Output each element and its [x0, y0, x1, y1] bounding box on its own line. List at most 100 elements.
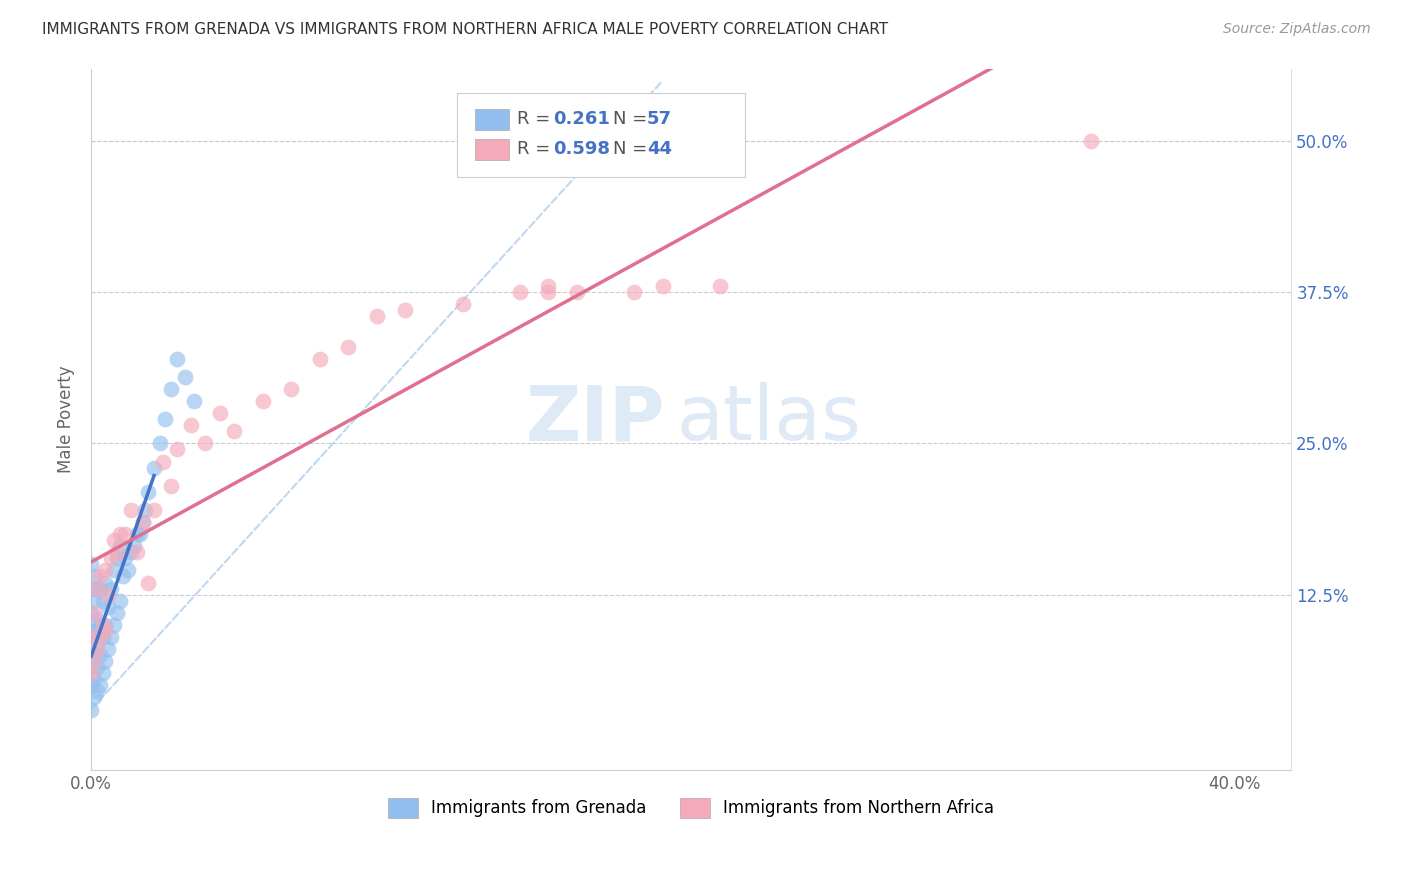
- Point: [166, 442, 188, 457]
- Point: [120, 545, 142, 559]
- Text: 44: 44: [647, 140, 672, 158]
- Point: [97, 642, 120, 657]
- Point: [89, 648, 111, 662]
- Point: [114, 527, 136, 541]
- Point: [136, 484, 159, 499]
- Point: [103, 564, 125, 578]
- Point: [100, 582, 122, 596]
- Point: [1080, 134, 1102, 148]
- Point: [208, 406, 231, 420]
- Point: [120, 503, 142, 517]
- Point: [83, 648, 105, 662]
- Point: [103, 533, 125, 548]
- Point: [125, 527, 148, 541]
- Text: R =: R =: [517, 140, 557, 158]
- Point: [105, 551, 128, 566]
- Point: [136, 575, 159, 590]
- Y-axis label: Male Poverty: Male Poverty: [58, 366, 75, 473]
- Point: [86, 582, 108, 596]
- Point: [86, 636, 108, 650]
- Point: [709, 279, 731, 293]
- Point: [117, 564, 139, 578]
- Point: [149, 436, 172, 450]
- Point: [122, 539, 145, 553]
- Text: R =: R =: [517, 110, 557, 128]
- Point: [89, 630, 111, 644]
- Point: [509, 285, 531, 300]
- Point: [105, 545, 128, 559]
- Point: [160, 382, 183, 396]
- Point: [89, 618, 111, 632]
- Point: [194, 436, 217, 450]
- Point: [100, 630, 122, 644]
- Point: [91, 593, 114, 607]
- Point: [143, 503, 166, 517]
- Point: [97, 588, 120, 602]
- Point: [125, 545, 148, 559]
- Point: [394, 303, 416, 318]
- Point: [86, 660, 108, 674]
- Point: [160, 479, 183, 493]
- Point: [174, 370, 197, 384]
- Point: [91, 666, 114, 681]
- FancyBboxPatch shape: [457, 93, 745, 178]
- Text: N =: N =: [613, 110, 654, 128]
- Point: [86, 642, 108, 657]
- Point: [83, 569, 105, 583]
- Point: [114, 551, 136, 566]
- Point: [623, 285, 645, 300]
- Point: [166, 351, 188, 366]
- Point: [83, 690, 105, 705]
- Point: [80, 660, 103, 674]
- Legend: Immigrants from Grenada, Immigrants from Northern Africa: Immigrants from Grenada, Immigrants from…: [381, 791, 1001, 825]
- Point: [94, 575, 117, 590]
- Text: N =: N =: [613, 140, 654, 158]
- Point: [94, 624, 117, 638]
- Point: [252, 394, 274, 409]
- Point: [100, 551, 122, 566]
- Point: [80, 678, 103, 692]
- Point: [80, 630, 103, 644]
- Point: [80, 642, 103, 657]
- Text: 0.261: 0.261: [553, 110, 610, 128]
- Point: [80, 702, 103, 716]
- Point: [94, 564, 117, 578]
- Point: [651, 279, 673, 293]
- Point: [91, 618, 114, 632]
- Point: [280, 382, 302, 396]
- Point: [108, 539, 131, 553]
- Point: [183, 394, 205, 409]
- Text: atlas: atlas: [676, 383, 862, 457]
- Text: ZIP: ZIP: [526, 383, 665, 457]
- Point: [143, 460, 166, 475]
- Point: [537, 285, 560, 300]
- Point: [86, 612, 108, 626]
- Point: [94, 654, 117, 668]
- Point: [131, 515, 153, 529]
- FancyBboxPatch shape: [475, 109, 509, 129]
- Point: [83, 593, 105, 607]
- Point: [134, 503, 156, 517]
- Point: [451, 297, 474, 311]
- Point: [180, 418, 202, 433]
- Point: [83, 673, 105, 687]
- Point: [337, 340, 360, 354]
- Text: 57: 57: [647, 110, 672, 128]
- Point: [128, 527, 150, 541]
- Point: [308, 351, 330, 366]
- Point: [89, 569, 111, 583]
- Point: [80, 582, 103, 596]
- Point: [108, 593, 131, 607]
- Point: [97, 599, 120, 614]
- Text: IMMIGRANTS FROM GRENADA VS IMMIGRANTS FROM NORTHERN AFRICA MALE POVERTY CORRELAT: IMMIGRANTS FROM GRENADA VS IMMIGRANTS FR…: [42, 22, 889, 37]
- Point: [131, 515, 153, 529]
- Point: [83, 624, 105, 638]
- Point: [80, 624, 103, 638]
- Point: [83, 654, 105, 668]
- Point: [86, 582, 108, 596]
- Text: 0.598: 0.598: [553, 140, 610, 158]
- Point: [108, 527, 131, 541]
- Point: [152, 454, 174, 468]
- Point: [565, 285, 588, 300]
- Point: [80, 558, 103, 572]
